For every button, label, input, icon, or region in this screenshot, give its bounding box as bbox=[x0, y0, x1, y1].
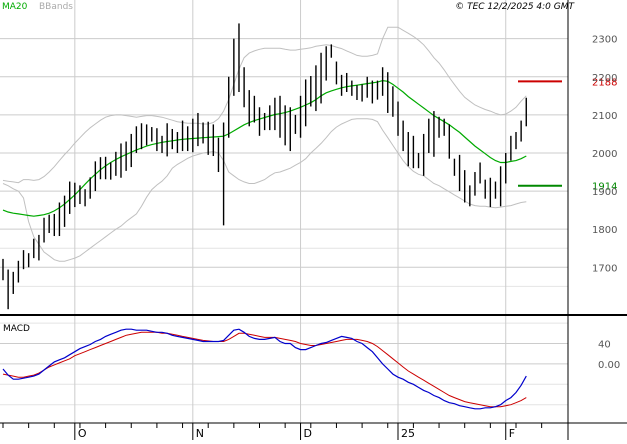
price-bars bbox=[2, 23, 527, 310]
time-tick-label: F bbox=[509, 427, 515, 440]
macd-tick-label: 0.00 bbox=[598, 360, 620, 371]
legend-bbands: BBands bbox=[39, 2, 73, 12]
bb-upper-line bbox=[2, 26, 527, 184]
grid bbox=[0, 0, 568, 423]
macd-line bbox=[2, 328, 527, 410]
support-label: 1914 bbox=[592, 182, 617, 193]
copyright-text: © TEC 12/2/2025 4:0 GMT bbox=[455, 2, 575, 12]
price-tick-label: 2100 bbox=[592, 111, 617, 122]
macd-title: MACD bbox=[3, 324, 30, 334]
support-resistance: 2188 1914 bbox=[518, 77, 617, 193]
time-tick-label: O bbox=[78, 427, 87, 440]
legend-ma20: MA20 bbox=[2, 2, 28, 12]
time-tick-label: D bbox=[304, 427, 312, 440]
price-tick-label: 1800 bbox=[592, 225, 617, 236]
macd-tick-label: 40 bbox=[598, 340, 611, 351]
price-tick-label: 2300 bbox=[592, 35, 617, 46]
time-tick-label: N bbox=[196, 427, 204, 440]
bb-lower-line bbox=[2, 118, 527, 262]
price-tick-label: 2200 bbox=[592, 73, 617, 84]
price-tick-label: 1700 bbox=[592, 263, 617, 274]
price-tick-label: 1900 bbox=[592, 187, 617, 198]
bollinger-bands bbox=[2, 26, 527, 262]
price-tick-label: 2000 bbox=[592, 149, 617, 160]
macd-signal-line bbox=[2, 331, 527, 408]
time-tick-label: 25 bbox=[401, 427, 415, 440]
resistance-label: 2188 bbox=[592, 77, 617, 88]
ma20-line bbox=[2, 79, 527, 217]
macd-panel bbox=[2, 328, 527, 410]
